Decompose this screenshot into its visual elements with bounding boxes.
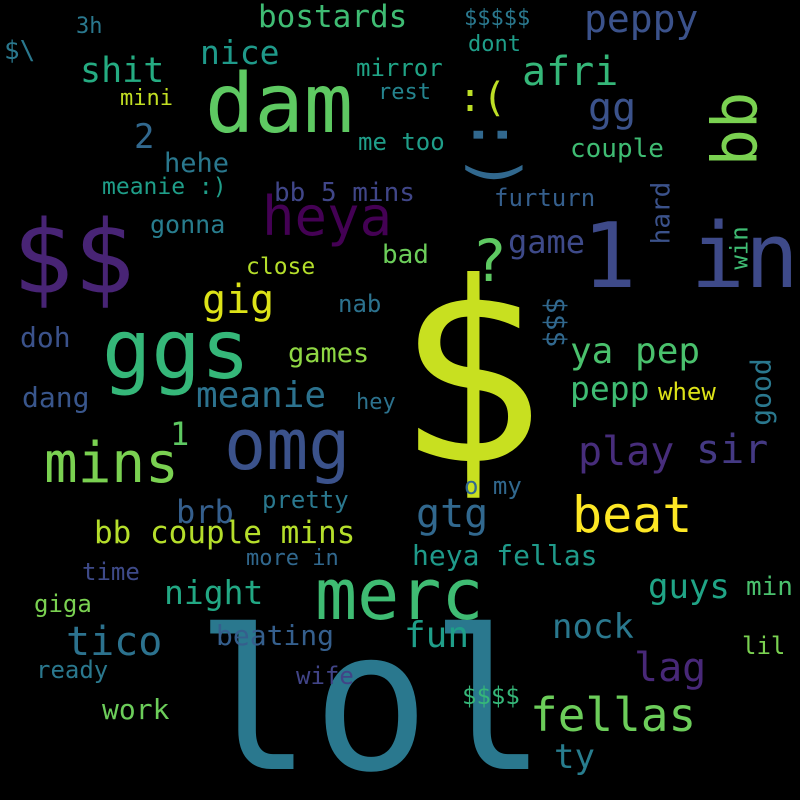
word-work: work <box>102 693 170 726</box>
word-min: min <box>746 572 793 602</box>
word-shit: shit <box>80 51 165 91</box>
word-sad: :( <box>458 75 507 121</box>
word-ty: ty <box>554 737 595 777</box>
word-bad: bad <box>382 240 429 270</box>
word-quad-dollar: $$$$ <box>462 682 520 710</box>
word-gig: gig <box>202 277 275 323</box>
word-tico: tico <box>66 619 163 665</box>
word-rest: rest <box>378 80 431 105</box>
word-more-in: more in <box>246 546 339 571</box>
word-bb-couple-mins: bb couple mins <box>94 515 356 551</box>
word-good: good <box>744 358 778 426</box>
word-dollar-backslash: $\ <box>4 36 36 66</box>
word-heya-fellas: heya fellas <box>412 539 598 572</box>
word-couple: couple <box>570 134 664 164</box>
word-hehe: hehe <box>164 148 230 179</box>
word-beat: beat <box>572 486 693 544</box>
word-brb: brb <box>176 493 234 531</box>
word-guys: guys <box>648 567 730 607</box>
word-pretty: pretty <box>262 486 349 514</box>
word-meanie-smile: meanie :) <box>102 174 227 200</box>
word-me-too: me too <box>358 128 445 156</box>
word-game: game <box>508 223 586 261</box>
word-win: win <box>725 226 754 270</box>
word-lag: lag <box>634 645 707 691</box>
word-merc: merc <box>315 554 484 636</box>
word-mins-big: mins <box>44 431 179 496</box>
word-gonna: gonna <box>150 210 226 239</box>
word-peppy: peppy <box>584 0 699 41</box>
word-one-in: 1 in <box>582 204 799 309</box>
word-giga: giga <box>34 590 92 618</box>
word-night: night <box>164 573 264 612</box>
word-dollar-big: $ <box>395 229 546 520</box>
word-mirror: mirror <box>356 54 443 82</box>
word-hey: hey <box>356 390 396 415</box>
word-meanie: meanie <box>196 375 327 416</box>
word-play: play <box>578 429 675 475</box>
word-one-small: 1 <box>170 415 190 453</box>
word-triple-dollar: $$$ <box>539 296 573 348</box>
word-nab: nab <box>338 290 382 318</box>
word-fellas: fellas <box>530 688 697 742</box>
word-omg: omg <box>224 404 351 486</box>
word-smile: :) <box>457 115 532 193</box>
word-ya-pep: ya pep <box>570 331 701 372</box>
word-lil: lil <box>742 632 786 660</box>
word-pepp: pepp <box>570 369 650 408</box>
word-question: ? <box>472 227 507 295</box>
word-bb-5-mins: bb 5 mins <box>274 178 415 208</box>
word-bb-vertical: bb <box>698 91 772 167</box>
word-nock: nock <box>552 607 634 647</box>
word-wife: wife <box>296 662 354 690</box>
word-dont: dont <box>468 32 521 57</box>
word-two: 2 <box>134 117 155 157</box>
word-lol: lol <box>195 588 548 800</box>
word-furturn: furturn <box>494 184 596 212</box>
word-fun: fun <box>404 615 470 656</box>
word-gg: gg <box>588 85 637 131</box>
word-o-my: o my <box>464 472 522 500</box>
word-hard: hard <box>646 181 677 245</box>
word-dang: dang <box>22 381 90 414</box>
word-nice: nice <box>200 33 280 72</box>
word-gtg: gtg <box>416 491 489 537</box>
word-bostards: bostards <box>258 0 408 35</box>
word-afri: afri <box>522 49 619 95</box>
word-games: games <box>288 338 370 369</box>
word-doh: doh <box>20 321 71 354</box>
word-close: close <box>246 254 316 280</box>
word-mini: mini <box>120 86 173 111</box>
word-dam: dam <box>205 57 354 152</box>
word-time: time <box>82 558 140 586</box>
word-sir: sir <box>696 427 769 473</box>
word-beating: beating <box>216 619 335 652</box>
word-three-h: 3h <box>76 14 103 39</box>
word-five-dollar: $$$$$ <box>464 6 531 31</box>
word-heya: heya <box>262 185 393 248</box>
word-dollars-two: $$ <box>12 199 135 318</box>
word-ready: ready <box>36 656 109 684</box>
word-whew: whew <box>658 378 716 406</box>
word-ggs: ggs <box>102 303 251 398</box>
